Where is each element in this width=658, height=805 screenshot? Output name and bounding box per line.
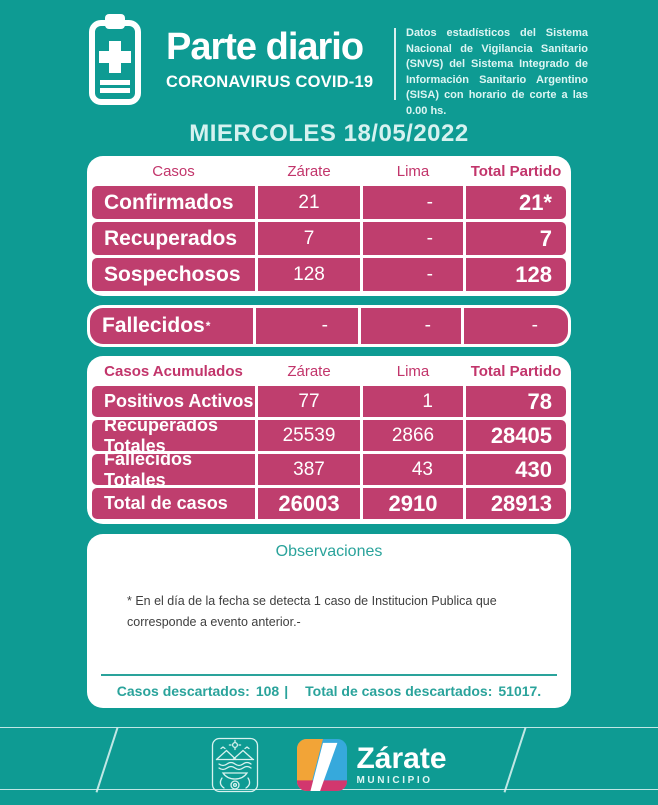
separator: |	[284, 683, 289, 699]
observations-divider	[101, 674, 557, 676]
table-row-sospechosos: Sospechosos 128 - 128	[92, 258, 566, 291]
discarded-cases-line: Casos descartados: 108 | Total de casos des…	[87, 683, 571, 699]
col-header-zarate: Zárate	[287, 162, 331, 180]
cell-zarate: 77	[258, 386, 360, 417]
cell-lima: 2866	[363, 420, 463, 451]
total-descartados-label: Total de casos descartados:	[305, 683, 493, 699]
cell-total: 28405	[466, 420, 566, 451]
row-label: Confirmados	[92, 186, 255, 219]
accumulated-table-header: Casos Acumulados Zárate Lima Total Parti…	[92, 359, 566, 383]
col-header-casos: Casos	[152, 162, 195, 180]
observations-card: Observaciones * En el día de la fecha se…	[87, 534, 571, 708]
accumulated-cases-table: Casos Acumulados Zárate Lima Total Parti…	[87, 356, 571, 524]
table-row-total-de-casos: Total de casos 26003 2910 28913	[92, 488, 566, 519]
fallecidos-label: Fallecidos	[102, 314, 205, 337]
col-header-lima: Lima	[396, 362, 430, 380]
cell-zarate: 21	[258, 186, 360, 219]
cell-zarate: 25539	[258, 420, 360, 451]
cell-lima: 1	[363, 386, 463, 417]
logo-subtitle: MUNICIPIO	[356, 775, 433, 786]
cell-total: 78	[466, 386, 566, 417]
cell-lima: 43	[363, 454, 463, 485]
fallecidos-asterisk: *	[205, 319, 211, 333]
municipality-logo: Zárate MUNICIPIO	[297, 739, 447, 791]
cell-total: 430	[466, 454, 566, 485]
header-divider	[394, 28, 396, 100]
page-subtitle: CORONAVIRUS COVID-19	[166, 73, 374, 91]
city-crest-icon	[212, 737, 259, 793]
descartados-label: Casos descartados:	[116, 683, 250, 699]
data-source-note: Datos estadísticos del Sistema Nacional …	[406, 27, 588, 118]
row-label: Total de casos	[92, 488, 255, 519]
row-label: Positivos Activos	[92, 386, 255, 417]
footer: Zárate MUNICIPIO	[0, 727, 658, 793]
cell-zarate: 7	[258, 222, 360, 255]
cell-lima: -	[361, 308, 461, 344]
col-header-zarate: Zárate	[287, 362, 331, 380]
cell-total: 21*	[466, 186, 566, 219]
clipboard-icon	[89, 14, 141, 105]
logo-text: Zárate MUNICIPIO	[356, 742, 447, 787]
daily-cases-table: Casos Zárate Lima Total Partido Confirma…	[87, 156, 571, 296]
report-date: MIERCOLES 18/05/2022	[189, 120, 469, 147]
cell-total: 128	[466, 258, 566, 291]
cell-lima: -	[363, 222, 463, 255]
content: Casos Zárate Lima Total Partido Confirma…	[87, 156, 571, 708]
cell-lima: -	[363, 258, 463, 291]
row-label: Recuperados	[92, 222, 255, 255]
col-header-lima: Lima	[396, 162, 430, 180]
row-label: Recuperados Totales	[92, 415, 255, 456]
col-header-total: Total Partido	[470, 362, 562, 380]
col-header-casos-acumulados: Casos Acumulados	[104, 362, 243, 380]
cell-zarate: -	[256, 308, 358, 344]
logo-title: Zárate	[356, 742, 447, 775]
cell-total: 28913	[466, 488, 566, 519]
footer-content: Zárate MUNICIPIO	[0, 737, 658, 793]
cell-lima: 2910	[363, 488, 463, 519]
cell-lima: -	[363, 186, 463, 219]
observations-note: * En el día de la fecha se detecta 1 cas…	[127, 594, 497, 630]
col-header-total: Total Partido	[470, 162, 562, 180]
table-row-recuperados-totales: Recuperados Totales 25539 2866 28405	[92, 415, 566, 456]
title-block: Parte diario CORONAVIRUS COVID-19	[166, 12, 378, 92]
table-row-positivos-activos: Positivos Activos 77 1 78	[92, 386, 566, 417]
header: Parte diario CORONAVIRUS COVID-19 Datos …	[0, 0, 658, 118]
row-label: Fallecidos *	[90, 308, 253, 344]
row-label: Sospechosos	[92, 258, 255, 291]
zarate-logo-icon	[297, 739, 348, 791]
cell-zarate: 26003	[258, 488, 360, 519]
table-row-fallecidos-totales: Fallecidos Totales 387 43 430	[92, 449, 566, 490]
row-label: Fallecidos Totales	[92, 449, 255, 490]
daily-table-header: Casos Zárate Lima Total Partido	[92, 159, 566, 183]
descartados-value: 108	[255, 683, 280, 699]
fallecidos-row: Fallecidos * - - -	[87, 305, 571, 347]
cell-total: 7	[466, 222, 566, 255]
cell-total: -	[464, 308, 568, 344]
page-title: Parte diario	[166, 26, 364, 68]
table-row-recuperados: Recuperados 7 - 7	[92, 222, 566, 255]
cell-zarate: 128	[258, 258, 360, 291]
cell-zarate: 387	[258, 454, 360, 485]
observations-title: Observaciones	[275, 543, 383, 560]
table-row-confirmados: Confirmados 21 - 21*	[92, 186, 566, 219]
total-descartados-value: 51017.	[498, 683, 542, 699]
